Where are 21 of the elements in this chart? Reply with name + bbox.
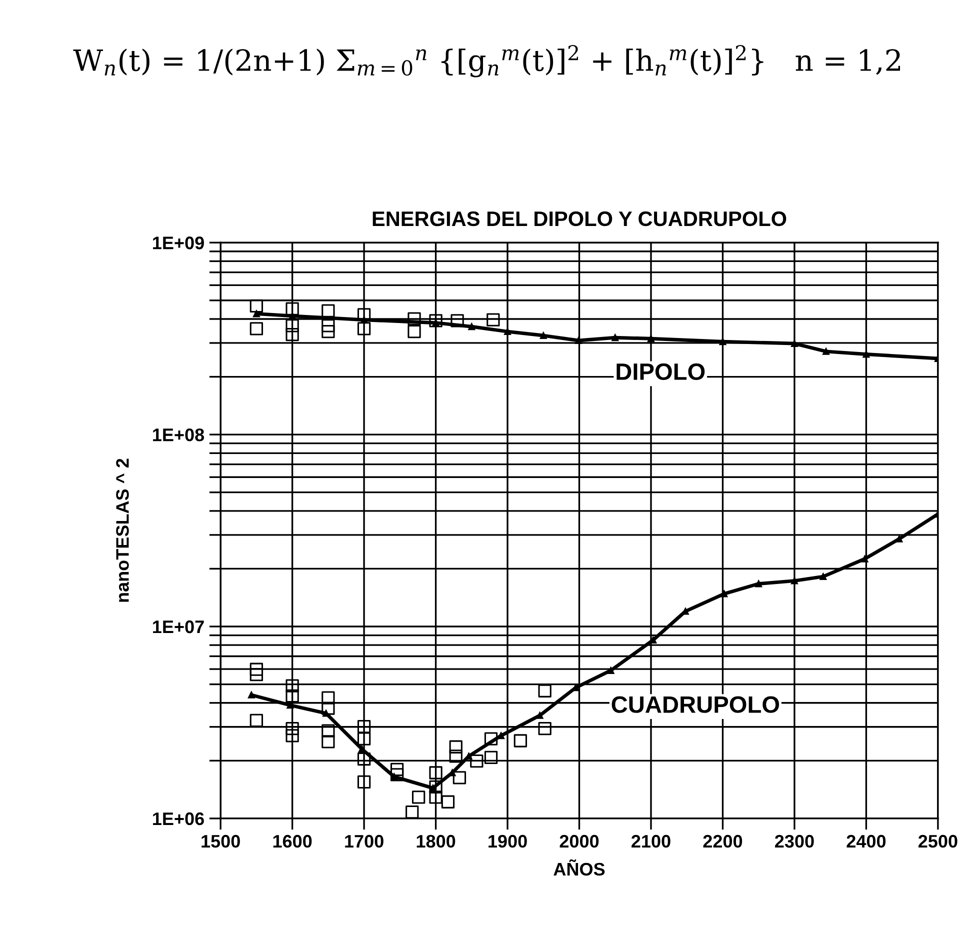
x-tick-label: 1800 xyxy=(416,834,456,848)
x-axis-title: AÑOS xyxy=(554,859,605,876)
x-tick-label: 2300 xyxy=(775,834,814,848)
y-tick-label: 1E+08 xyxy=(153,428,204,442)
text: W$_{n}$(t) = 1/(2n+1) Σ$_{m=0}$$^{n}$ {[g$_{n}$$^{m}$(t)]$^{2}$ + [h$_{n}$$^{m}$(t)]$^{2}$} n = 1,2 xyxy=(73,45,900,78)
y-tick-label: 1E+06 xyxy=(153,812,204,826)
x-tick-label: 1900 xyxy=(488,834,527,848)
chart-title: ENERGIAS DEL DIPOLO Y CUADRUPOLO xyxy=(372,211,786,226)
x-tick-label: 2500 xyxy=(918,834,958,848)
series-label: DIPOLO xyxy=(616,363,705,380)
series-label: CUADRUPOLO xyxy=(612,696,780,713)
x-tick-label: 2200 xyxy=(703,834,742,848)
x-tick-label: 2400 xyxy=(846,834,886,848)
x-tick-label: 2100 xyxy=(632,834,670,848)
x-tick-label: 1500 xyxy=(202,834,240,848)
x-tick-label: 2000 xyxy=(560,834,599,848)
x-tick-label: 1700 xyxy=(345,834,384,848)
y-tick-label: 1E+09 xyxy=(153,236,204,250)
y-tick-label: 1E+07 xyxy=(153,620,204,634)
y-axis-title: nanoTESLAS ^ 2 xyxy=(116,458,129,602)
x-tick-label: 1600 xyxy=(273,834,312,848)
